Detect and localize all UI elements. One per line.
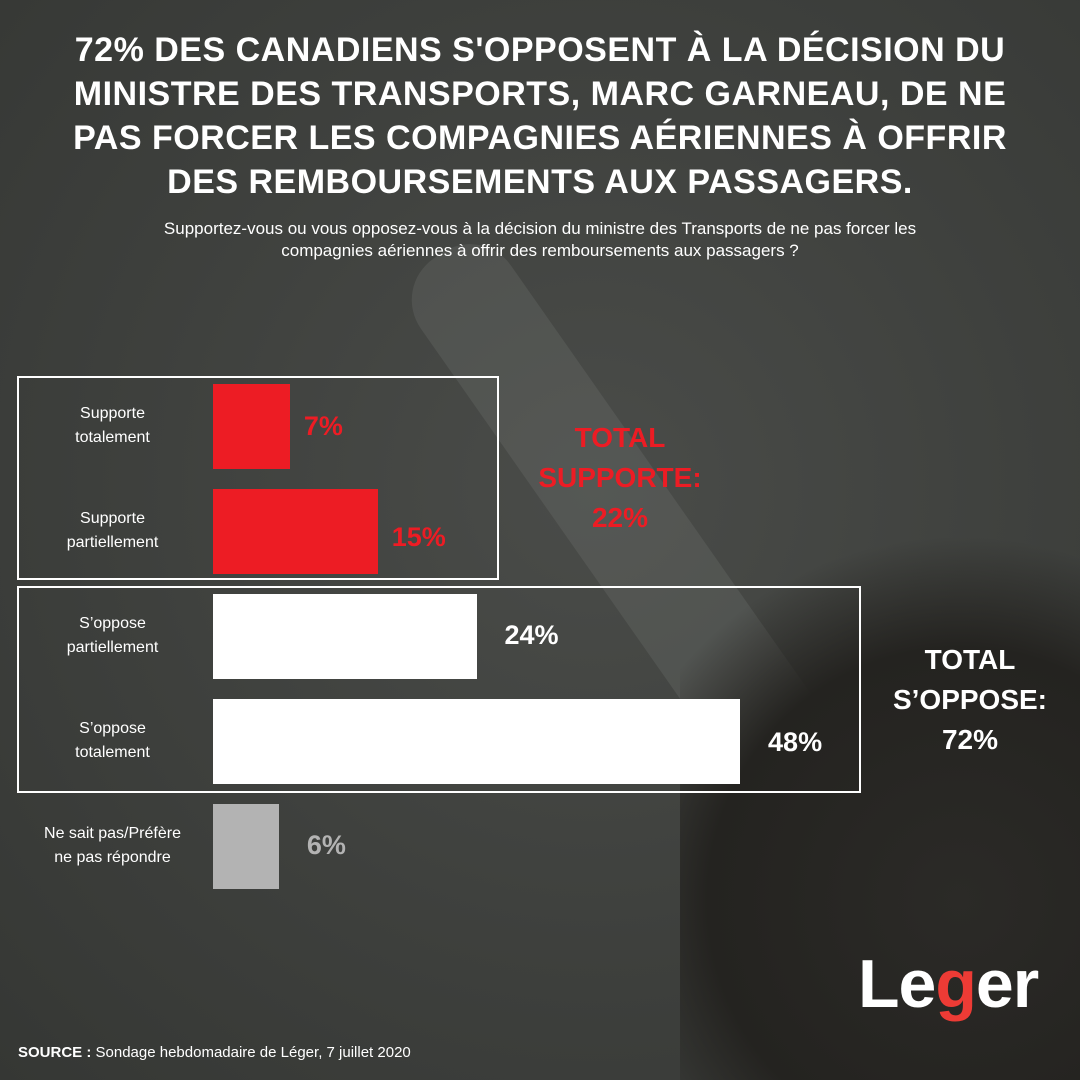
category-label-line: ne pas répondre — [54, 849, 171, 866]
category-label-line: Ne sait pas/Préfère — [44, 825, 181, 842]
question-text: Supportez-vous ou vous opposez-vous à la… — [164, 218, 916, 262]
coins-background — [680, 480, 1080, 1080]
category-label-line: Supporte — [80, 405, 145, 422]
category-label: Supporte totalement — [15, 402, 210, 450]
source-label: SOURCE : — [18, 1044, 92, 1061]
header: 72% des Canadiens s'opposent à la décisi… — [20, 28, 1060, 262]
source-note: SOURCE : Sondage hebdomadaire de Léger, … — [18, 1044, 411, 1061]
category-label: S’oppose totalement — [15, 717, 210, 765]
total-support-line: 22% — [591, 502, 649, 533]
support-group-box — [17, 376, 499, 580]
question-line: Supportez-vous ou vous opposez-vous à la… — [163, 219, 917, 238]
source-text: Sondage hebdomadaire de Léger, 7 juillet… — [91, 1044, 411, 1061]
oppose-group-box — [17, 586, 861, 793]
category-label: Supporte partiellement — [15, 507, 210, 555]
total-support-line: TOTAL — [574, 422, 666, 453]
category-label-line: S’oppose — [79, 720, 146, 737]
total-support-line: SUPPORTE: — [538, 462, 702, 493]
category-label: Ne sait pas/Préfère ne pas répondre — [15, 822, 210, 870]
value-label: 6% — [306, 830, 346, 860]
bar — [213, 594, 477, 679]
value-label: 7% — [303, 411, 343, 441]
leger-logo: Leger — [858, 946, 1039, 1022]
category-label-line: S’oppose — [79, 615, 146, 632]
total-oppose-line: 72% — [941, 724, 999, 755]
total-support: TOTAL SUPPORTE: 22% — [510, 418, 730, 538]
category-label-line: Supporte — [80, 510, 145, 527]
category-label-line: totalement — [75, 744, 150, 761]
total-oppose-line: TOTAL — [924, 644, 1016, 675]
bar — [213, 699, 741, 784]
category-label-line: partiellement — [66, 639, 159, 656]
question-line: compagnies aériennes à offrir des rembou… — [281, 241, 799, 260]
bar — [213, 804, 279, 889]
bar — [213, 489, 378, 574]
bar — [213, 384, 290, 469]
category-label-line: partiellement — [66, 534, 159, 551]
total-oppose-line: S’OPPOSE: — [892, 684, 1048, 715]
category-label: S’oppose partiellement — [15, 612, 210, 660]
value-label: 48% — [768, 727, 823, 757]
value-label: 15% — [391, 522, 446, 552]
total-oppose: TOTAL S’OPPOSE: 72% — [870, 640, 1070, 760]
value-label: 24% — [504, 620, 559, 650]
headline: 72% des Canadiens s'opposent à la décisi… — [73, 31, 1007, 201]
category-label-line: totalement — [75, 429, 150, 446]
